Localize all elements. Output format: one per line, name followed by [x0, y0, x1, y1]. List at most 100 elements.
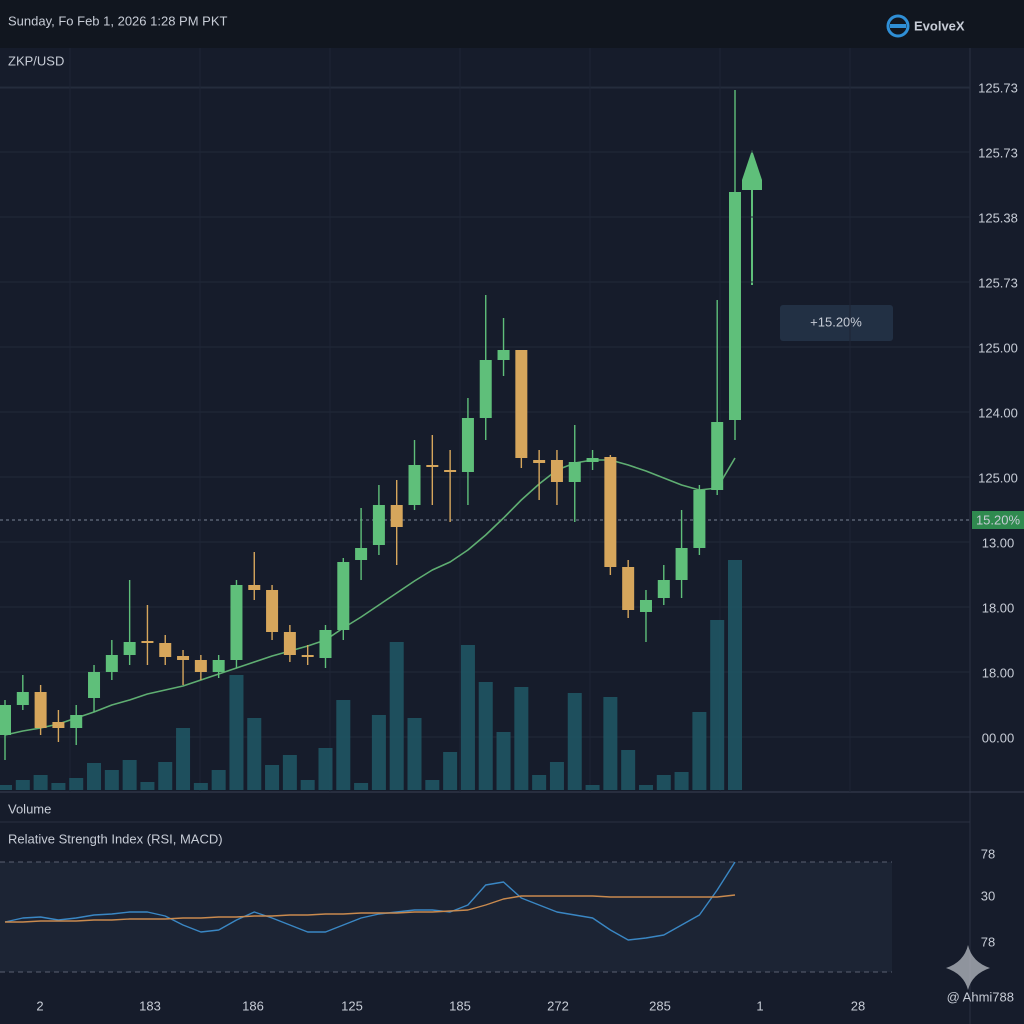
watermark: @ Ahmi788 [947, 989, 1014, 1004]
x-tick-label: 28 [851, 998, 865, 1013]
datetime: Sunday, Fo Feb 1, 2026 1:28 PM PKT [8, 13, 227, 28]
indicator-title: Relative Strength Index (RSI, MACD) [8, 831, 223, 846]
annotation-box [780, 305, 893, 341]
volume-bar [728, 560, 742, 790]
volume-bar [460, 645, 475, 790]
candle-body [123, 642, 136, 655]
candle-body [319, 630, 332, 658]
volume-bar [621, 750, 636, 790]
candle-body [461, 418, 474, 472]
candle-body [444, 470, 457, 472]
candle-body [16, 692, 29, 705]
arrow-head [742, 150, 762, 190]
y-tick-label: 125.00 [978, 470, 1018, 485]
candle-body [248, 585, 261, 590]
candle-body [0, 705, 11, 735]
candle-body [568, 462, 581, 482]
volume-bar [33, 775, 48, 790]
volume-bar [603, 697, 618, 790]
volume-bar [318, 748, 333, 790]
brand-logo [886, 14, 910, 38]
x-tick-label: 2 [36, 998, 43, 1013]
volume-bar [0, 785, 12, 790]
candle-body [639, 600, 652, 612]
candle-body [283, 632, 296, 655]
y-tick-label: 125.73 [978, 145, 1018, 160]
x-tick-label: 185 [449, 998, 471, 1013]
volume-bar [514, 687, 529, 790]
candle-body [622, 567, 635, 610]
candle-body [693, 490, 706, 548]
indicator-band [0, 862, 892, 972]
sparkle [946, 945, 990, 990]
volume-bar [282, 755, 297, 790]
candle-body [515, 350, 528, 458]
x-tick-label: 285 [649, 998, 671, 1013]
candle-body [105, 655, 118, 672]
volume-bar [193, 783, 208, 790]
annotation: +15.20% [810, 314, 862, 329]
y-tick-label: 18.00 [982, 665, 1015, 680]
y-tick-label: 124.00 [978, 405, 1018, 420]
volume-bar [532, 775, 547, 790]
candle-body [533, 460, 546, 463]
volume-bar [87, 763, 102, 790]
volume-bar [122, 760, 137, 790]
top-bar [0, 0, 1024, 48]
candle-body [479, 360, 492, 418]
volume-bar [443, 752, 458, 790]
candle-body [88, 672, 101, 698]
volume-bar [549, 762, 564, 790]
candle-body [230, 585, 243, 660]
candle-body [301, 655, 314, 657]
volume-bar [371, 715, 386, 790]
watermark-icon [946, 945, 990, 990]
volume-bar [211, 770, 226, 790]
candle-body [426, 465, 439, 467]
pair-title: ZKP/USD [8, 53, 64, 68]
candle-body [711, 422, 724, 490]
indicator-tick-label: 78 [981, 846, 995, 861]
volume-bar [710, 620, 725, 790]
logo-icon [886, 14, 910, 38]
volume-bar [229, 675, 244, 790]
volume-bar [354, 783, 369, 790]
candle-body [586, 458, 599, 462]
x-tick-label: 272 [547, 998, 569, 1013]
candle-body [604, 457, 617, 567]
volume-bar [478, 682, 493, 790]
volume-bar [300, 780, 315, 790]
candle-body [194, 660, 207, 672]
candle-body [337, 562, 350, 630]
candle-body [408, 465, 421, 505]
indicator-tick-label: 30 [981, 888, 995, 903]
candle-body [52, 722, 65, 728]
candle-body [355, 548, 368, 560]
volume-bar [69, 778, 84, 790]
indicator-line [5, 894, 736, 923]
x-tick-label: 183 [139, 998, 161, 1013]
volume-bar [158, 762, 173, 790]
volume-bar [247, 718, 262, 790]
volume-title: Volume [8, 801, 51, 816]
y-tick-label: 13.00 [982, 535, 1015, 550]
volume-bar [140, 782, 155, 790]
volume-bar [104, 770, 119, 790]
volume-bar [567, 693, 582, 790]
volume-bar [692, 712, 707, 790]
candle-body [266, 590, 279, 632]
volume-bar [265, 765, 280, 790]
candle-body [675, 548, 688, 580]
candle-body [390, 505, 403, 527]
volume-bar [15, 780, 30, 790]
candle-body [657, 580, 670, 598]
y-tick-label: 125.73 [978, 80, 1018, 95]
y-tick-label: 00.00 [982, 730, 1015, 745]
candle-body [177, 656, 190, 660]
volume-bar [389, 642, 404, 790]
candle-body [212, 660, 225, 672]
volume-bar [656, 775, 671, 790]
